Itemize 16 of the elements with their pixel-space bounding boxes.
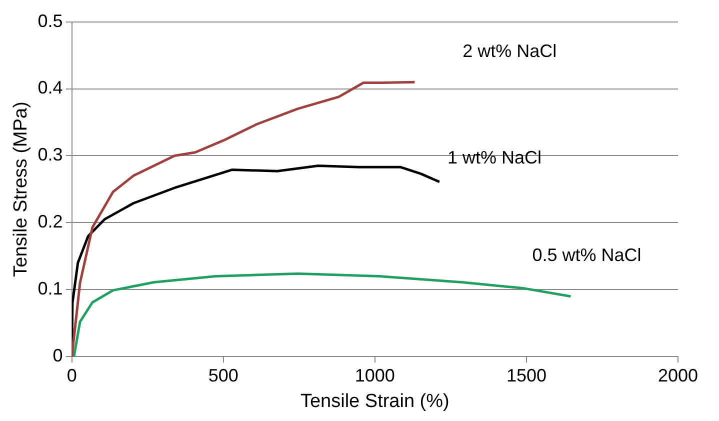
series-label: 1 wt% NaCl bbox=[447, 147, 542, 168]
x-tick-label: 2000 bbox=[658, 365, 698, 386]
y-tick-label: 0 bbox=[52, 346, 63, 366]
y-axis-title: Tensile Stress (MPa) bbox=[10, 102, 32, 277]
x-tick-label: 500 bbox=[208, 365, 238, 386]
y-tick-label: 0.3 bbox=[38, 144, 63, 165]
series-label: 0.5 wt% NaCl bbox=[532, 245, 642, 266]
y-tick-label: 0.4 bbox=[38, 78, 63, 98]
x-axis-title: Tensile Strain (%) bbox=[300, 390, 450, 412]
x-tick-label: 1000 bbox=[354, 365, 395, 386]
x-tick-label: 0 bbox=[66, 365, 77, 386]
x-tick-label: 1500 bbox=[506, 365, 546, 386]
y-tick-label: 0.1 bbox=[38, 278, 63, 299]
text: 2 wt% NaCl bbox=[462, 40, 557, 61]
y-tick-label: 0.5 bbox=[38, 10, 63, 31]
y-tick-label: 0.2 bbox=[38, 212, 63, 232]
